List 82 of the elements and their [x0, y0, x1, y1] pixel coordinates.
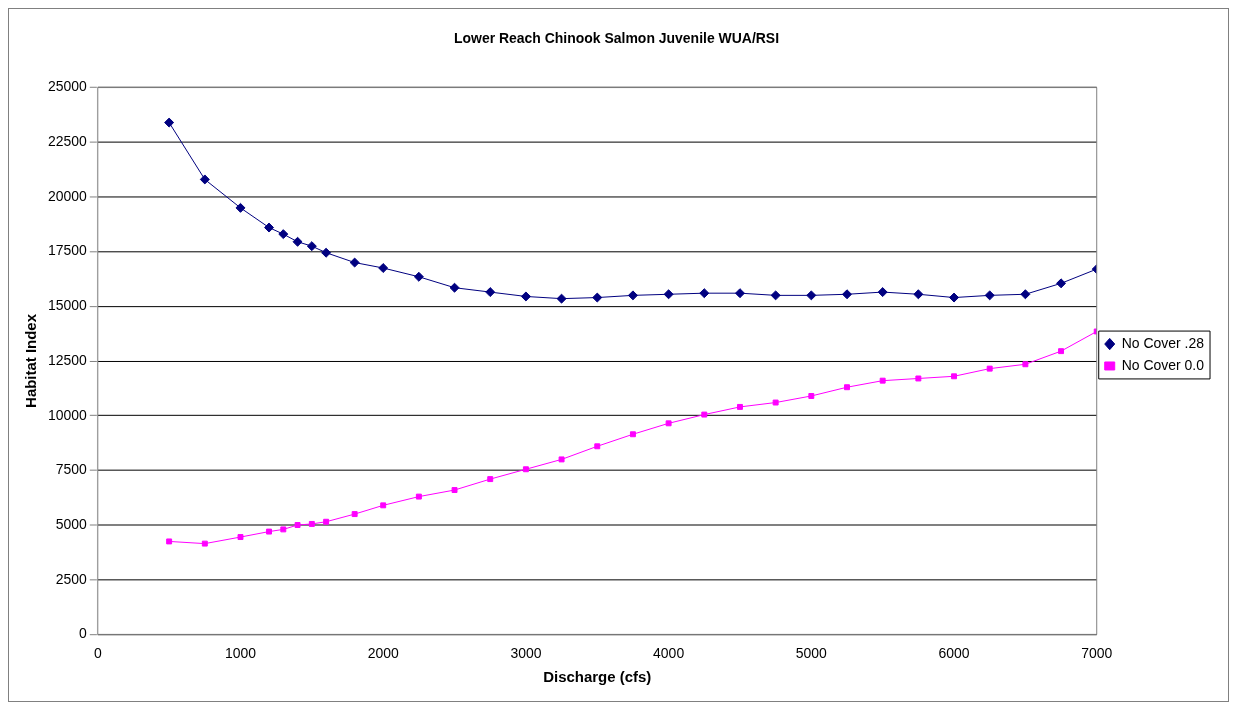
point — [294, 522, 301, 528]
point — [349, 257, 360, 268]
point — [522, 466, 529, 473]
x-axis-title: Discharge (cfs) — [543, 668, 652, 686]
y-tick-label: 10000 — [47, 406, 88, 423]
x-tick-label: 7000 — [1081, 644, 1113, 661]
x-tick-label: 5000 — [795, 644, 828, 661]
point — [485, 287, 496, 298]
y-tick-label: 7500 — [55, 461, 88, 478]
point — [629, 431, 636, 438]
y-tick-label: 12500 — [47, 351, 88, 368]
point — [592, 292, 603, 303]
point — [166, 538, 173, 545]
point — [321, 247, 332, 258]
y-tick-label: 15000 — [47, 297, 88, 314]
point — [951, 373, 957, 380]
point — [451, 487, 458, 493]
point — [949, 292, 960, 303]
point — [292, 236, 303, 247]
point — [665, 420, 672, 427]
point — [986, 365, 993, 372]
x-tick-label: 1000 — [224, 644, 257, 661]
point — [413, 271, 424, 282]
point — [520, 291, 531, 302]
point — [1056, 278, 1067, 289]
point — [556, 293, 567, 304]
point — [806, 290, 817, 301]
point — [1058, 348, 1065, 355]
legend-label: No Cover .28 — [1121, 334, 1205, 351]
point — [772, 399, 779, 406]
point — [663, 289, 674, 300]
point — [278, 229, 289, 240]
point — [487, 476, 494, 483]
y-tick-label: 5000 — [55, 515, 88, 532]
point — [199, 174, 210, 185]
point — [280, 526, 287, 533]
y-tick-label: 22500 — [47, 133, 88, 150]
point — [701, 411, 708, 418]
point — [264, 222, 275, 233]
point — [351, 511, 358, 518]
point — [306, 241, 317, 252]
point — [627, 290, 638, 301]
point — [877, 287, 888, 298]
point — [378, 263, 389, 274]
point — [699, 288, 710, 299]
y-tick-label: 20000 — [47, 187, 88, 204]
legend-label: No Cover 0.0 — [1121, 356, 1205, 373]
point — [808, 393, 815, 399]
y-axis-title: Habitat Index — [22, 313, 40, 408]
point — [201, 540, 208, 547]
point — [1022, 361, 1029, 368]
x-tick-label: 0 — [93, 644, 102, 661]
point — [984, 290, 995, 301]
point — [770, 290, 781, 301]
chart-title: Lower Reach Chinook Salmon Juvenile WUA/RSI — [453, 30, 780, 47]
y-tick-label: 2500 — [55, 570, 88, 587]
point — [380, 502, 387, 509]
point — [842, 289, 852, 300]
point — [915, 375, 922, 382]
point — [449, 282, 460, 293]
point — [844, 384, 850, 391]
point — [266, 528, 272, 535]
x-tick-label: 2000 — [367, 644, 399, 661]
x-tick-label: 3000 — [510, 644, 542, 661]
point — [879, 377, 886, 384]
y-tick-label: 17500 — [47, 242, 88, 259]
point — [323, 518, 330, 525]
point — [308, 520, 315, 527]
point — [736, 403, 743, 410]
point — [558, 456, 565, 463]
x-tick-label: 6000 — [938, 644, 970, 661]
point — [237, 534, 244, 541]
y-tick-label: 0 — [79, 625, 88, 642]
y-tick-label: 25000 — [47, 78, 88, 95]
point — [594, 443, 601, 450]
point — [235, 202, 246, 213]
x-tick-label: 4000 — [653, 644, 685, 661]
point — [734, 288, 745, 299]
point — [415, 493, 422, 500]
point — [1020, 289, 1031, 300]
point — [913, 289, 924, 300]
point — [164, 117, 175, 128]
